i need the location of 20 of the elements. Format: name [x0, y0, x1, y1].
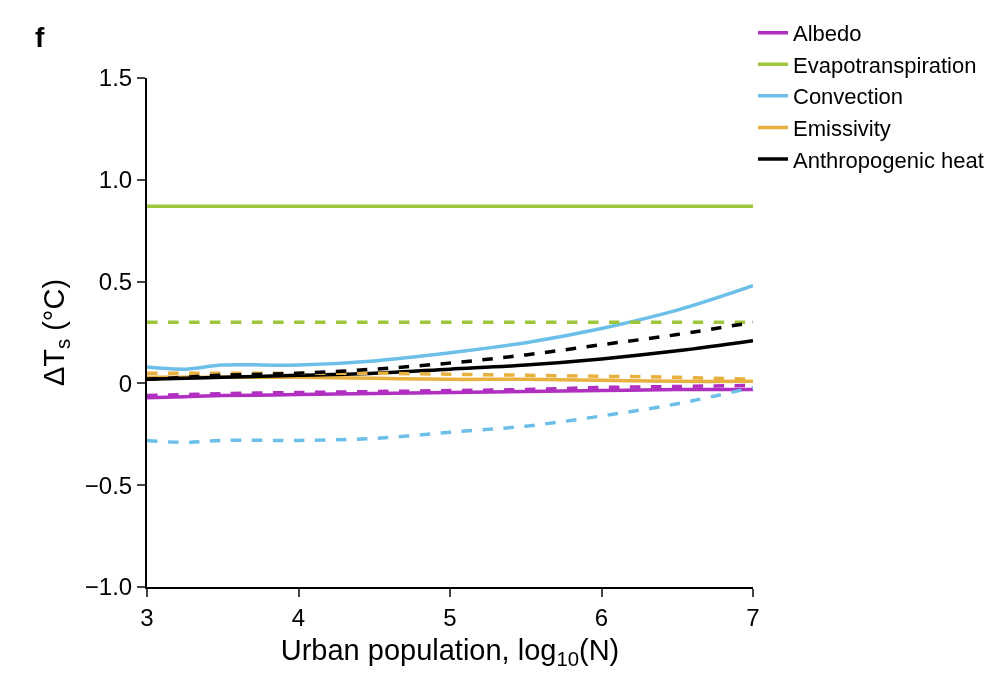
legend-label: Anthropogenic heat: [793, 147, 984, 173]
legend-label: Albedo: [793, 21, 862, 47]
x-tick-label: 3: [140, 603, 154, 631]
y-tick-label: −0.5: [84, 471, 133, 499]
y-tick-label: 1.5: [98, 64, 133, 92]
y-tick-label: −1.0: [84, 573, 133, 601]
x-tick-label: 4: [291, 603, 306, 631]
y-tick-label: 0: [118, 369, 133, 397]
x-tick-label: 7: [746, 603, 760, 631]
y-tick-label: 0.5: [98, 268, 133, 295]
legend-label: Convection: [793, 84, 904, 110]
chart-title: f: [35, 22, 46, 54]
line-series: [147, 385, 753, 445]
x-axis-title: Urban population, log$_{10}$(N): [280, 634, 620, 671]
line-series: [147, 283, 753, 371]
x-tick-label: 5: [443, 603, 457, 631]
legend-label: Evapotranspiration: [793, 52, 977, 78]
x-tick-label: 6: [594, 603, 609, 631]
y-tick-label: 1.0: [98, 166, 133, 194]
legend-label: Emissivity: [793, 116, 891, 142]
